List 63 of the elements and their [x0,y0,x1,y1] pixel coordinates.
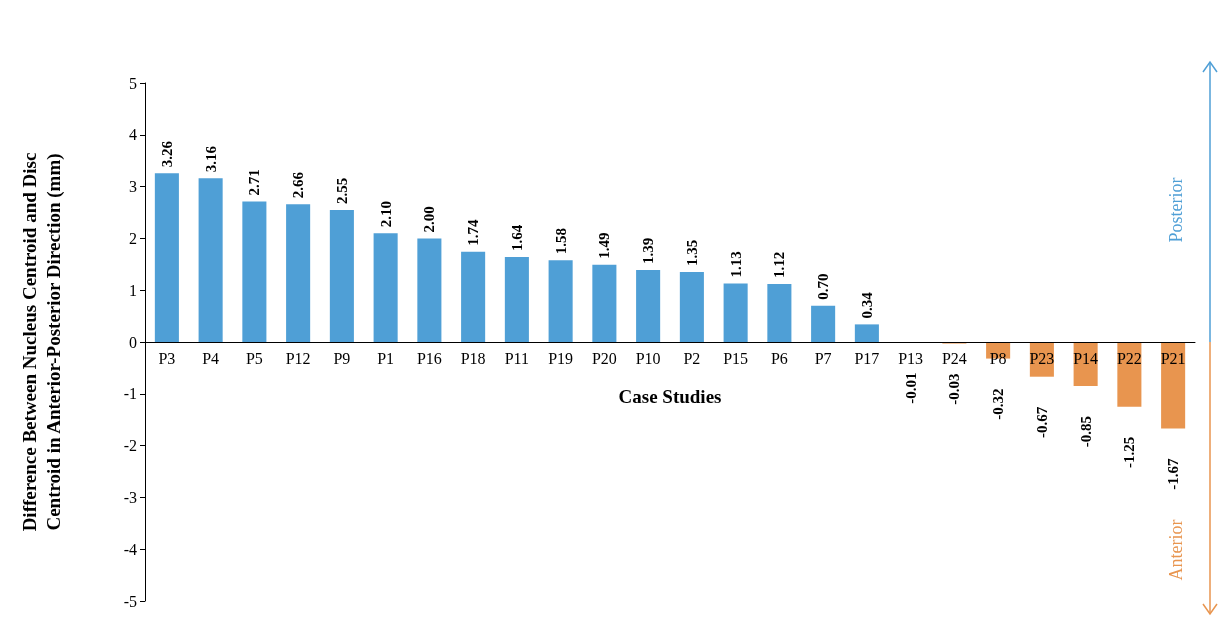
x-tick-label: P10 [635,349,661,367]
x-tick-label: P17 [854,349,880,367]
x-tick-label: P14 [1073,349,1099,367]
data-label: 3.26 [158,140,175,168]
data-label: 1.13 [727,251,744,278]
data-label: -0.01 [902,372,919,404]
data-label: 1.39 [640,237,657,264]
data-label: 1.74 [465,219,482,246]
x-tick-label: P15 [723,349,749,367]
data-label: 1.58 [552,227,569,255]
x-axis-title: Case Studies [618,386,722,407]
data-label: 0.34 [858,291,875,319]
data-label: -0.32 [990,388,1007,420]
x-tick-label: P9 [333,349,351,367]
y-tick-label: -4 [123,540,137,558]
data-label: 1.64 [508,224,525,252]
y-axis-title: Difference Between Nucleus Centroid and Disc Centroid in Anterior-Posterior Direction (mm) [18,152,65,532]
y-tick-label: -2 [123,437,137,455]
data-label: 1.49 [596,232,613,259]
x-tick-label: P24 [941,349,967,367]
x-tick-label: P12 [285,349,311,367]
x-tick-label: P18 [460,349,486,367]
x-tick-label: P8 [989,349,1007,367]
data-label: 2.55 [333,177,350,204]
data-label: 2.10 [377,200,394,228]
x-tick-label: P4 [202,349,220,367]
x-tick-label: P3 [158,349,176,367]
data-label: -1.67 [1165,458,1182,490]
data-label: 0.70 [815,273,832,300]
data-label: 2.00 [421,206,438,233]
x-tick-label: P6 [770,349,788,367]
x-tick-label: P20 [591,349,617,367]
data-label: -0.67 [1033,406,1050,438]
y-tick-label: -1 [123,385,137,403]
y-tick-label: -3 [123,488,137,506]
data-label: -0.03 [946,373,963,405]
x-tick-label: P11 [504,349,530,367]
x-tick-label: P13 [898,349,924,367]
data-label: 3.16 [202,145,219,173]
y-tick-label: 1 [129,281,137,299]
x-tick-label: P23 [1029,349,1055,367]
y-tick-label: 3 [129,178,137,196]
y-tick-label: -5 [123,592,137,610]
data-label: 2.66 [290,171,307,199]
x-tick-label: P5 [245,349,263,367]
data-label: 1.35 [683,239,700,267]
x-tick-label: P7 [814,349,832,367]
y-tick-label: 0 [129,333,137,351]
annotation: Anterior [1166,519,1186,581]
annotation: Posterior [1166,177,1186,243]
x-tick-label: P22 [1116,349,1142,367]
x-tick-label: P19 [548,349,574,367]
data-label: -1.25 [1121,436,1138,468]
x-tick-label: P1 [377,349,395,367]
x-tick-label: P16 [416,349,442,367]
y-tick-label: 2 [129,229,137,247]
x-tick-label: P2 [683,349,701,367]
data-label: 2.71 [246,169,263,196]
data-label: 1.12 [771,251,788,278]
data-label: -0.85 [1077,416,1094,448]
x-tick-label: P21 [1160,349,1186,367]
y-tick-label: 5 [129,74,137,92]
y-tick-label: 4 [129,126,137,144]
